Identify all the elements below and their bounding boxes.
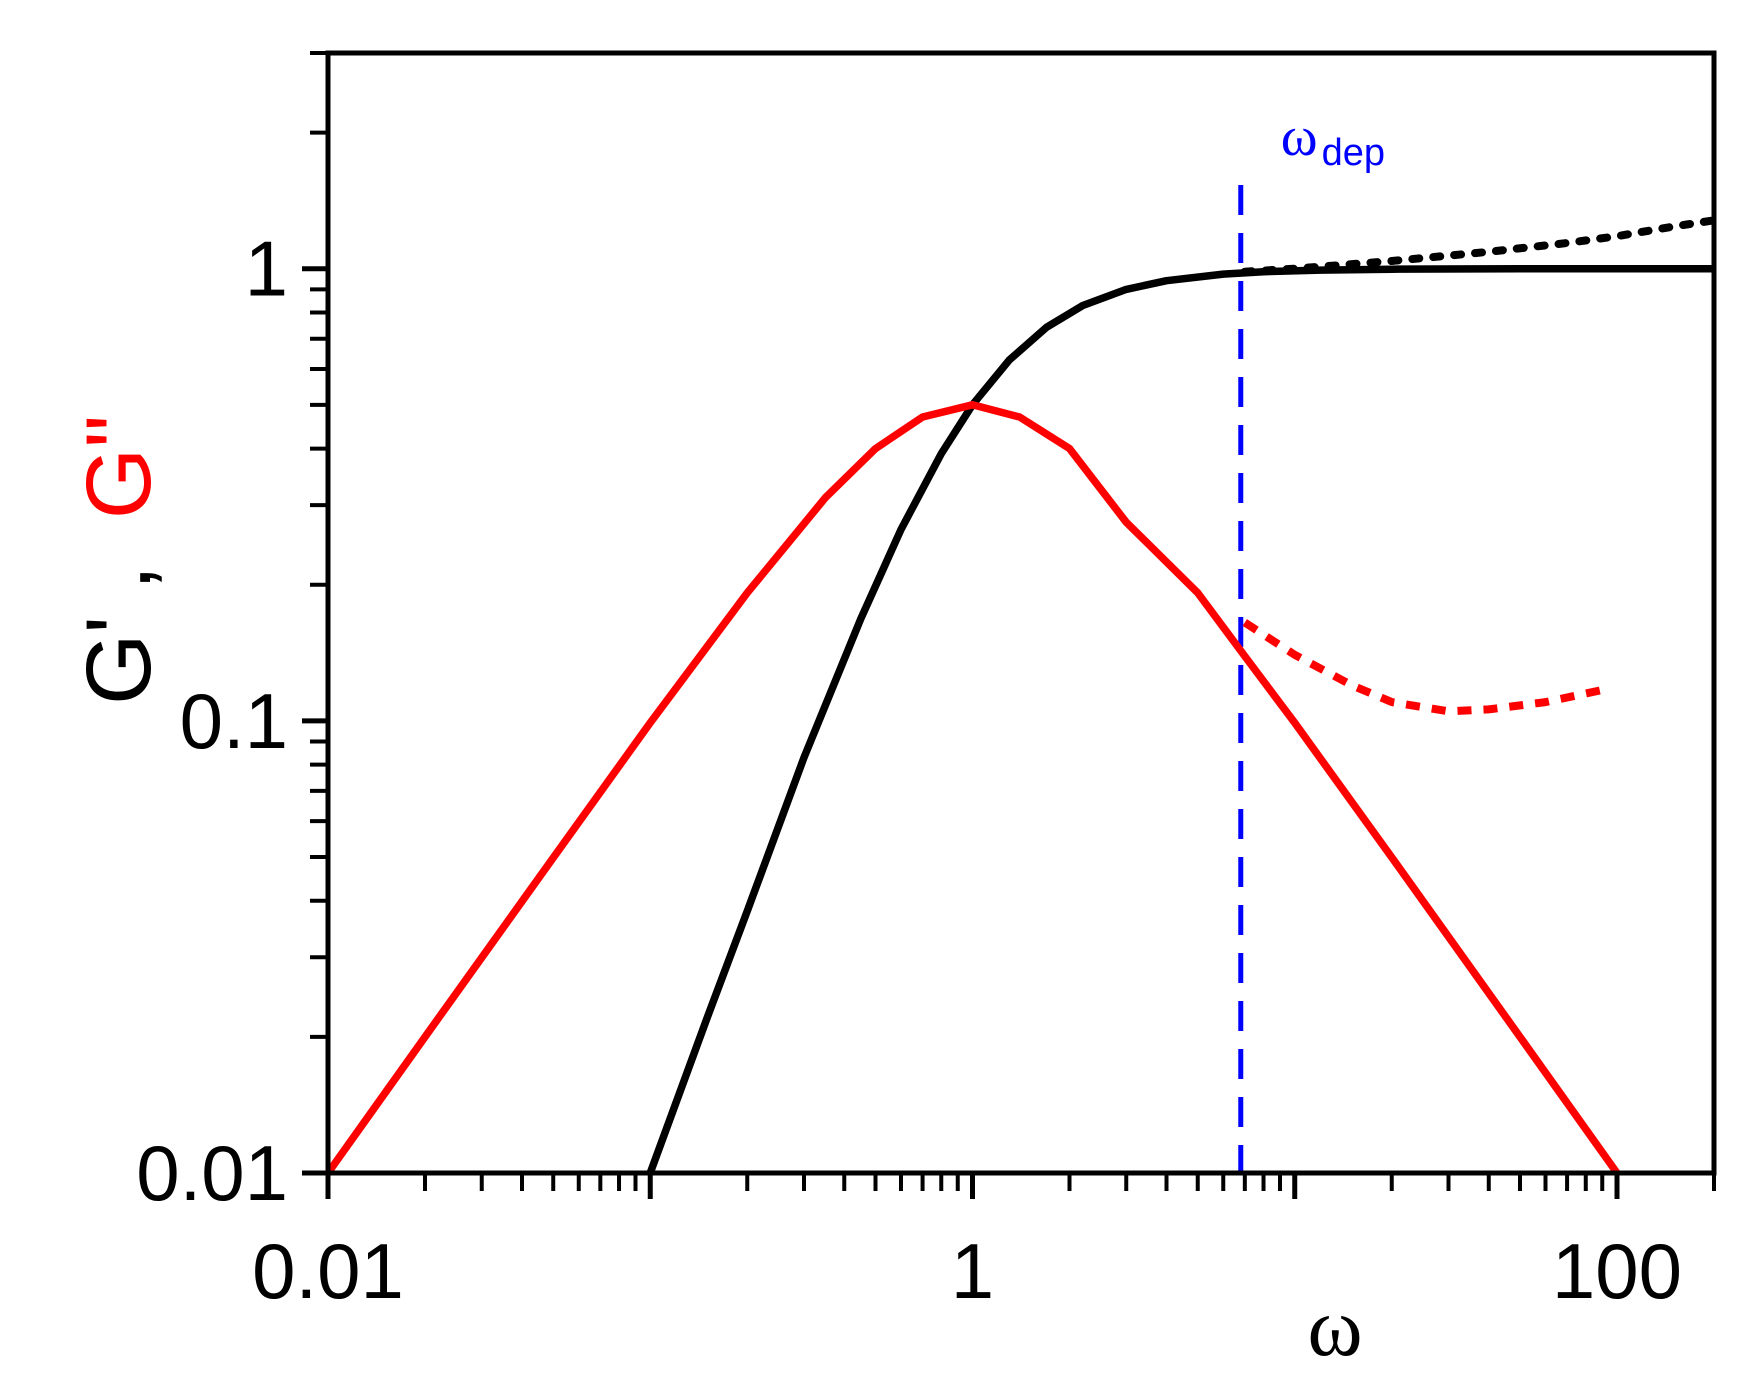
y-axis-title-comma: , xyxy=(68,565,170,591)
y-tick-label: 0.01 xyxy=(136,1129,288,1217)
y-tick-label: 0.1 xyxy=(180,677,288,765)
omega-dep-annotation: ω dep xyxy=(1281,106,1385,174)
omega-dep-subscript: dep xyxy=(1322,132,1385,174)
tick-marks xyxy=(302,51,1716,1199)
y-axis-title-g-double-prime: G" xyxy=(68,415,170,519)
y-axis-title-g-prime: G' xyxy=(68,616,170,705)
labels: 0.01 1 100 0.01 0.1 1 xyxy=(136,225,1682,1315)
omega-dep-main: ω xyxy=(1281,106,1318,168)
plot-frame xyxy=(325,50,1717,1176)
x-axis-title: ω xyxy=(1307,1281,1362,1374)
x-tick-label: 100 xyxy=(1552,1227,1682,1315)
series-0-line xyxy=(646,264,1714,1175)
series-1-line xyxy=(324,401,1621,1176)
x-tick-label: 1 xyxy=(951,1227,994,1315)
y-tick-label: 1 xyxy=(245,225,288,313)
series-layer xyxy=(324,185,1718,1176)
series-3-line xyxy=(1242,619,1604,716)
series-2-line xyxy=(1240,216,1718,276)
x-tick-label: 0.01 xyxy=(252,1227,404,1315)
y-axis-title: G' , G" xyxy=(68,415,170,705)
